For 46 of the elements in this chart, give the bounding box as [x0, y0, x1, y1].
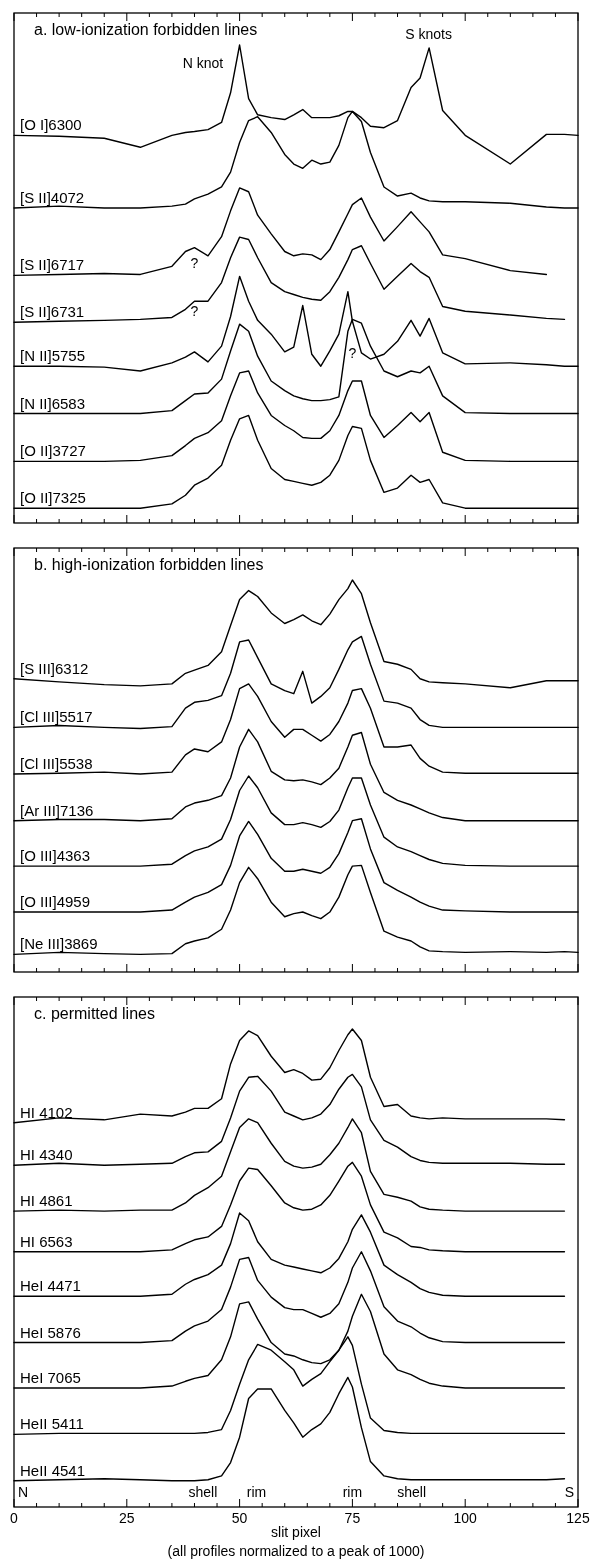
- annotation: N knot: [182, 54, 224, 71]
- annotation: S: [564, 1483, 575, 1500]
- text: S knots: [405, 25, 452, 42]
- series-label: [O II]3727: [20, 442, 86, 460]
- series-label: HeII 4541: [20, 1461, 86, 1479]
- series-label: [Ne III]3869: [20, 935, 98, 953]
- series-label: HeI 4471: [20, 1277, 81, 1295]
- series-label: [N II]6583: [20, 394, 86, 412]
- series-label: HI 6563: [20, 1232, 73, 1250]
- series-label: [Cl III]5517: [20, 708, 93, 726]
- annotation: shell: [397, 1483, 427, 1500]
- series-label: [S II]4072: [20, 189, 85, 206]
- series-label: HI 4861: [20, 1192, 73, 1210]
- series-label: [N II]5755: [20, 347, 86, 365]
- annotation: rim: [342, 1483, 363, 1500]
- series-label: [O I]6300: [20, 116, 82, 134]
- series-label: HI 4102: [20, 1103, 73, 1121]
- series-label: [S II]6717: [20, 256, 85, 274]
- series-label: HI 4340: [20, 1146, 73, 1164]
- annotation: ?: [348, 344, 357, 361]
- series-label: [Cl III]5538: [20, 755, 93, 773]
- annotation: ?: [190, 302, 199, 319]
- x-tick-label: 25: [119, 1510, 135, 1526]
- x-axis-title: slit pixel: [271, 1524, 321, 1540]
- annotation: ?: [190, 254, 199, 271]
- chart-title: c. permitted lines: [34, 1005, 155, 1022]
- chart-title: a. low-ionization forbidden lines: [34, 21, 258, 38]
- series-label: [O II]7325: [20, 489, 86, 507]
- series-label: HeII 5411: [20, 1415, 84, 1433]
- series-label: [S II]6731: [20, 303, 85, 321]
- text: (all profiles normalized to a peak of 1000): [167, 1542, 425, 1559]
- series-label: [Ar III]7136: [20, 801, 94, 819]
- annotation: rim: [246, 1483, 267, 1500]
- annotation: shell: [188, 1483, 218, 1500]
- x-tick-label: 50: [231, 1510, 248, 1526]
- series-label: HeI 5876: [20, 1323, 81, 1341]
- x-tick-label: 0: [10, 1510, 19, 1526]
- annotation: N: [17, 1483, 29, 1500]
- series-label: [O III]4363: [20, 847, 91, 865]
- x-tick-label: 100: [453, 1510, 478, 1526]
- chart-title: b. high-ionization forbidden lines: [34, 556, 264, 573]
- x-tick-label: 75: [344, 1510, 361, 1526]
- series-label: [S III]6312: [20, 659, 89, 677]
- x-tick-label: 125: [566, 1510, 590, 1526]
- series-label: HeI 7065: [20, 1368, 81, 1386]
- series-label: [O III]4959: [20, 893, 91, 911]
